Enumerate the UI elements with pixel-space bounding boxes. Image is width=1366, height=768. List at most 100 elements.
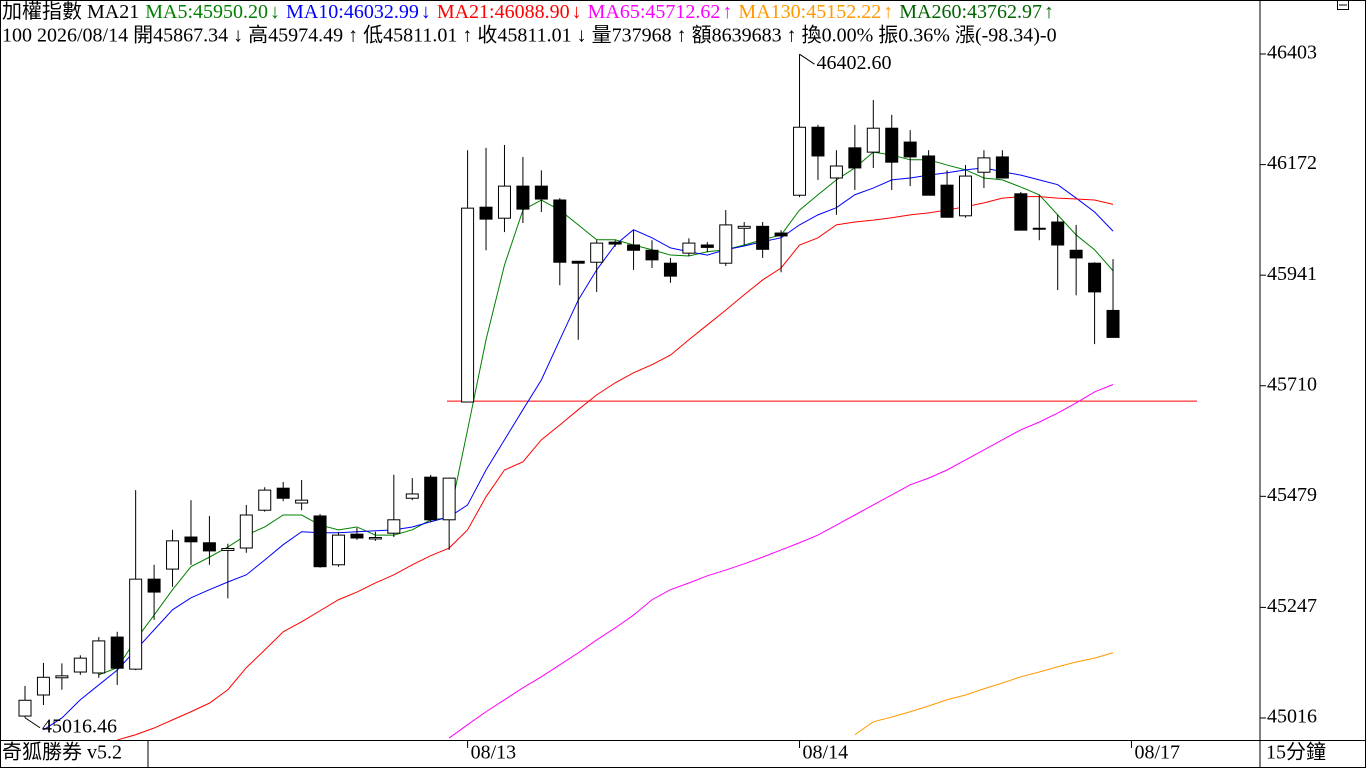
candle-body xyxy=(1069,249,1083,259)
annotation-label: 46402.60 xyxy=(817,52,892,74)
candle-body xyxy=(977,157,991,173)
y-tick-label: 45247 xyxy=(1267,595,1317,617)
legend-title: 加權指數 MA21 xyxy=(2,0,139,23)
annotation-label: 45016.46 xyxy=(42,715,117,737)
candle-body xyxy=(479,206,493,220)
legend-entry: MA260:43762.97 xyxy=(899,1,1042,23)
candle-body xyxy=(1088,262,1102,293)
candle-body xyxy=(829,165,843,179)
candle-body xyxy=(350,533,364,539)
candle-body xyxy=(461,207,475,403)
candle-body xyxy=(258,489,272,511)
legend: 加權指數 MA21 MA5:45950.20 ↓ MA10:46032.99 ↓ MA21… xyxy=(2,0,1054,23)
legend-entry: MA10:46032.99 xyxy=(286,1,419,23)
candle-body xyxy=(405,493,419,499)
candle-body xyxy=(442,477,456,521)
y-tick-label: 46403 xyxy=(1267,42,1317,64)
annotation-leader xyxy=(799,53,815,65)
footer-right: 15分鐘 xyxy=(1266,741,1326,764)
candle-body xyxy=(663,262,677,277)
candle-body xyxy=(73,657,87,673)
candle-body xyxy=(719,224,733,264)
legend-entry: MA130:45152.22 xyxy=(738,1,881,23)
legend-arrow: ↑ xyxy=(722,1,732,23)
legend-arrow: ↓ xyxy=(421,1,431,23)
candle-body xyxy=(497,185,511,219)
y-tick-label: 45710 xyxy=(1267,373,1317,395)
candle-body xyxy=(682,242,696,254)
candle-body xyxy=(276,487,290,499)
legend-arrow: ↑ xyxy=(883,1,893,23)
candle-body xyxy=(848,147,862,169)
candle-body xyxy=(774,232,788,237)
legend-entry: MA65:45712.62 xyxy=(588,1,721,23)
x-tick-label: 08/13 xyxy=(471,742,517,764)
candle-body xyxy=(1032,227,1046,230)
ma-line xyxy=(448,384,1114,739)
candle-body xyxy=(147,578,161,593)
candle-body xyxy=(239,514,253,549)
candle-body xyxy=(516,185,530,210)
candle-body xyxy=(553,199,567,263)
corner-icon xyxy=(1337,0,1349,10)
legend-arrow: ↑ xyxy=(1044,1,1054,23)
candle-body xyxy=(368,537,382,540)
ma-line xyxy=(854,652,1114,736)
legend-entry: MA5:45950.20 xyxy=(145,1,268,23)
candle-body xyxy=(995,156,1009,179)
y-tick-label: 45941 xyxy=(1267,263,1317,285)
candle-body xyxy=(387,519,401,534)
candle-body xyxy=(295,499,309,504)
candle-body xyxy=(184,536,198,543)
legend-arrow: ↓ xyxy=(572,1,582,23)
candle-body xyxy=(424,476,438,521)
annotation-leader xyxy=(24,717,41,729)
y-tick-label: 46172 xyxy=(1267,152,1317,174)
header: 加權指數 MA21 MA5:45950.20 ↓ MA10:46032.99 ↓ MA21… xyxy=(2,0,1057,47)
candle-body xyxy=(885,127,899,163)
x-tick-label: 08/14 xyxy=(803,742,849,764)
candle-body xyxy=(608,241,622,245)
candle-body xyxy=(36,676,50,696)
candle-body xyxy=(922,155,936,196)
candle-body xyxy=(958,175,972,217)
candle-body xyxy=(700,244,714,248)
plot-area: 46402.60 45016.46 xyxy=(18,52,1197,740)
candle-body xyxy=(129,578,143,670)
info-line: 100 2026/08/14 開45867.34 ↓ 高45974.49 ↑ 低… xyxy=(2,24,1057,47)
candle-body xyxy=(313,515,327,568)
legend-entry: MA21:46088.90 xyxy=(437,1,570,23)
candle-body xyxy=(1051,221,1065,246)
candle-body xyxy=(18,699,32,717)
candle-body xyxy=(1106,309,1120,338)
candle-body xyxy=(571,260,585,264)
candle-body xyxy=(55,675,69,679)
candle-body xyxy=(534,185,548,200)
x-tick-label: 08/17 xyxy=(1134,742,1180,764)
candle-body xyxy=(866,127,880,153)
candle-body xyxy=(221,548,235,551)
candle-body xyxy=(332,534,346,566)
candle-body xyxy=(737,225,751,229)
candle-body xyxy=(166,540,180,570)
footer-left: 奇狐勝券 v5.2 xyxy=(2,741,122,764)
candle-body xyxy=(940,184,954,218)
candle-body xyxy=(903,141,917,158)
ma-line xyxy=(98,151,1114,676)
candle-body xyxy=(756,225,770,250)
candle-body xyxy=(627,244,641,251)
candle-body xyxy=(590,242,604,263)
y-tick-label: 45479 xyxy=(1267,484,1317,506)
candle-body xyxy=(202,542,216,552)
candle-body xyxy=(110,636,124,669)
candle-body xyxy=(811,126,825,157)
candle-body xyxy=(1014,193,1028,231)
y-tick-label: 45016 xyxy=(1267,706,1317,728)
candle-body xyxy=(92,640,106,674)
legend-arrow: ↓ xyxy=(270,1,280,23)
candle-body xyxy=(645,249,659,261)
candle-body xyxy=(793,126,807,196)
